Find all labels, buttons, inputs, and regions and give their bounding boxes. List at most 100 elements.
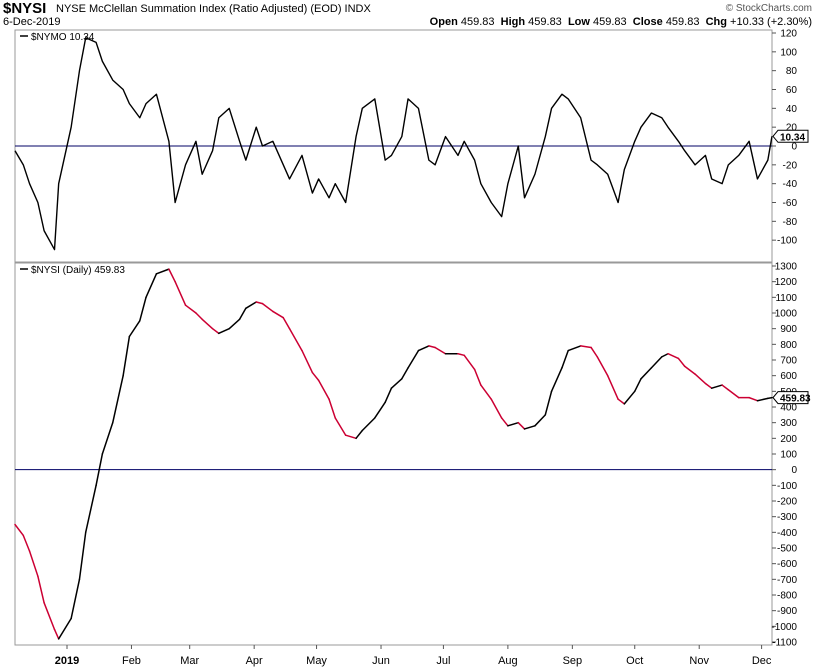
y-tick-label: 1200 bbox=[775, 277, 798, 288]
nysi-series-segment bbox=[756, 397, 769, 402]
y-tick-label: 900 bbox=[780, 324, 797, 335]
y-tick-label: -900 bbox=[777, 606, 797, 617]
nysi-series-segment bbox=[534, 414, 547, 427]
x-tick-label: Nov bbox=[689, 655, 709, 667]
nysi-series-segment bbox=[677, 357, 686, 368]
nysi-series-segment bbox=[434, 346, 447, 355]
nysi-series-segment bbox=[344, 434, 357, 440]
y-tick-label: 100 bbox=[780, 47, 797, 58]
high-label: High bbox=[500, 16, 526, 28]
nysi-series-segment bbox=[384, 387, 393, 404]
y-tick-label: -20 bbox=[783, 160, 798, 171]
nysi-series-segment bbox=[633, 378, 642, 393]
y-tick-label: 1000 bbox=[775, 309, 798, 320]
nysi-series-segment bbox=[480, 384, 492, 400]
nysi-series-segment bbox=[255, 301, 264, 305]
nysi-series-segment bbox=[517, 421, 526, 430]
nysi-series-segment bbox=[417, 345, 430, 352]
x-tick-label: May bbox=[306, 655, 327, 667]
y-tick-label: -200 bbox=[777, 497, 797, 508]
y-tick-label: 1300 bbox=[775, 262, 798, 273]
open-value: 459.83 bbox=[460, 16, 495, 28]
nysi-series-segment bbox=[14, 523, 25, 537]
x-tick-label: Dec bbox=[752, 655, 772, 667]
nysi-series-segment bbox=[218, 327, 230, 335]
nysi-series-segment bbox=[195, 312, 203, 321]
y-tick-label: 0 bbox=[791, 142, 797, 153]
nysi-series-segment bbox=[457, 352, 465, 357]
nysi-series-segment bbox=[694, 373, 707, 385]
nysi-series-segment bbox=[428, 345, 436, 349]
last-value-badge-shape bbox=[772, 391, 809, 405]
close-value: 459.83 bbox=[665, 16, 700, 28]
close-label: Close bbox=[632, 16, 663, 28]
nysi-series-segment bbox=[623, 390, 636, 405]
y-tick-label: -400 bbox=[777, 528, 797, 539]
y-tick-label: -80 bbox=[783, 217, 798, 228]
nysi-series-segment bbox=[57, 617, 72, 640]
y-tick-label: 0 bbox=[791, 465, 797, 476]
nysi-series-segment bbox=[334, 417, 347, 436]
y-tick-label: 80 bbox=[786, 66, 798, 77]
nysi-series-segment bbox=[145, 273, 158, 299]
nysi-series-segment bbox=[704, 382, 713, 389]
nysi-series-segment bbox=[606, 374, 619, 400]
nysi-series-segment bbox=[328, 398, 337, 419]
nysi-series-segment bbox=[139, 296, 147, 322]
nysi-series-segment bbox=[122, 335, 131, 377]
x-tick-label: Jun bbox=[372, 655, 390, 667]
nysi-series-segment bbox=[390, 378, 403, 389]
nysi-series-segment bbox=[500, 417, 509, 427]
nysi-series-segment bbox=[355, 429, 364, 440]
nysi-series-segment bbox=[84, 484, 97, 534]
symbol-description: NYSE McClellan Summation Index (Ratio Ad… bbox=[56, 3, 371, 15]
y-tick-label: -300 bbox=[777, 512, 797, 523]
nysi-series-segment bbox=[28, 550, 39, 577]
nysi-series-segment bbox=[70, 578, 81, 620]
last-value-badge-text: 10.34 bbox=[780, 132, 805, 143]
nysi-series-segment bbox=[683, 365, 696, 375]
y-tick-label: 60 bbox=[786, 85, 798, 96]
nysi-series-segment bbox=[640, 367, 653, 380]
y-tick-label: 40 bbox=[786, 104, 798, 115]
nysi-series-segment bbox=[507, 421, 520, 427]
chart-date: 6-Dec-2019 bbox=[3, 16, 61, 28]
low-label: Low bbox=[567, 16, 590, 28]
nysi-series-segment bbox=[238, 307, 247, 321]
nysi-series-segment bbox=[544, 390, 553, 416]
x-tick-label: Aug bbox=[498, 655, 518, 667]
x-tick-label: Feb bbox=[122, 655, 141, 667]
nysi-series-segment bbox=[473, 368, 482, 386]
nysi-series-segment bbox=[261, 302, 274, 313]
y-tick-label: -100 bbox=[777, 481, 797, 492]
nysi-series-segment bbox=[37, 575, 45, 604]
open-label: Open bbox=[429, 16, 458, 28]
nymo-series-line bbox=[14, 37, 773, 251]
nysi-series-segment bbox=[288, 327, 303, 352]
x-tick-label: Sep bbox=[563, 655, 583, 667]
y-tick-label: -1100 bbox=[772, 638, 797, 649]
chg-value: +10.33 (+2.30%) bbox=[730, 16, 812, 28]
y-tick-label: -1000 bbox=[771, 622, 797, 633]
y-tick-label: -60 bbox=[783, 198, 798, 209]
nysi-series-segment bbox=[590, 346, 599, 358]
nysi-series-segment bbox=[710, 384, 723, 389]
nysi-series-segment bbox=[301, 349, 314, 374]
y-tick-label: 700 bbox=[780, 356, 797, 367]
y-tick-label: -600 bbox=[777, 559, 797, 570]
x-tick-label: Oct bbox=[626, 655, 643, 667]
nysi-series-segment bbox=[128, 320, 141, 338]
y-tick-label: -40 bbox=[783, 179, 798, 190]
y-tick-label: 200 bbox=[780, 434, 797, 445]
nysi-series-segment bbox=[22, 534, 31, 552]
nysi-series-segment bbox=[561, 349, 569, 369]
nysi-series-segment bbox=[184, 304, 197, 314]
quote-bar: Open 459.83 High 459.83 Low 459.83 Close… bbox=[430, 16, 812, 28]
nysi-series-segment bbox=[174, 280, 187, 306]
y-tick-label: 1100 bbox=[775, 293, 797, 304]
nysi-series-segment bbox=[650, 356, 663, 369]
last-value-badge: 10.34 bbox=[772, 129, 809, 143]
nysi-series-segment bbox=[748, 396, 759, 402]
x-tick-label: 2019 bbox=[55, 655, 79, 667]
y-tick-label: 100 bbox=[780, 450, 797, 461]
